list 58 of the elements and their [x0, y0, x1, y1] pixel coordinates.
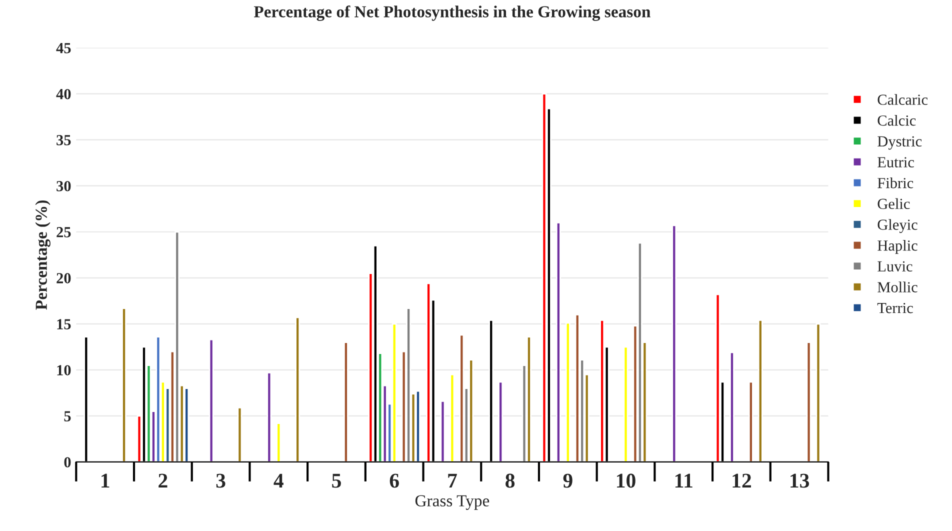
y-tick-label: 20 [56, 273, 71, 284]
y-tick-label: 5 [64, 411, 71, 422]
x-tick-label: 2 [158, 474, 168, 488]
bar [459, 334, 464, 462]
bar [816, 323, 821, 462]
x-tick-label: 10 [617, 474, 636, 488]
bar [208, 338, 214, 462]
chart-title: Percentage of Net Photosynthesis in the Growing season [254, 6, 650, 21]
bar [266, 372, 272, 462]
y-tick-label: 35 [56, 135, 71, 146]
x-tick-label: 4 [274, 474, 284, 488]
bar [806, 342, 812, 462]
x-tick-label: 11 [675, 474, 692, 488]
x-tick-label: 13 [790, 474, 810, 488]
legend-label: Terric [877, 302, 913, 314]
legend-label: Haplic [878, 240, 918, 254]
bar [672, 224, 677, 462]
bar [748, 381, 754, 462]
x-tick-label: 9 [563, 474, 572, 488]
y-tick-label: 30 [56, 180, 71, 192]
bar [426, 282, 432, 462]
legend-label: Mollic [878, 282, 918, 292]
legend-label: Dystric [878, 136, 922, 150]
x-tick-label: 8 [506, 474, 515, 488]
y-tick-label: 10 [57, 365, 71, 376]
y-tick-label: 0 [64, 457, 71, 468]
bar [730, 352, 734, 462]
bar [565, 322, 570, 462]
legend-label: Calcic [878, 114, 916, 126]
x-tick-label: 1 [102, 474, 110, 488]
bar [122, 308, 126, 462]
bar [498, 381, 504, 462]
y-axis-title: Percentage (%) [35, 200, 50, 310]
bar [237, 406, 242, 462]
bar [556, 222, 561, 462]
bar [295, 316, 300, 462]
legend-label: Fibric [878, 177, 914, 188]
bar [276, 422, 282, 462]
legend-label: Gelic [878, 198, 910, 210]
bar [623, 346, 628, 462]
legend-label: Calcaric [878, 94, 928, 105]
bar [758, 320, 763, 462]
x-tick-label: 5 [332, 474, 341, 488]
legend-label: Eutric [878, 157, 914, 168]
x-tick-label: 7 [448, 474, 457, 488]
legend-label: Gleyic [878, 219, 918, 234]
bar [440, 400, 446, 462]
x-tick-label: 12 [732, 474, 751, 488]
y-tick-label: 15 [57, 319, 71, 330]
bar [343, 342, 348, 462]
y-tick-label: 45 [56, 43, 71, 54]
x-axis-title: Grass Type [415, 495, 490, 510]
bar [450, 374, 455, 462]
legend-label: Luvic [878, 261, 912, 272]
x-tick-label: 3 [216, 474, 226, 488]
x-tick-label: 6 [390, 474, 399, 488]
y-tick-label: 25 [56, 227, 71, 238]
y-tick-label: 40 [56, 88, 71, 100]
